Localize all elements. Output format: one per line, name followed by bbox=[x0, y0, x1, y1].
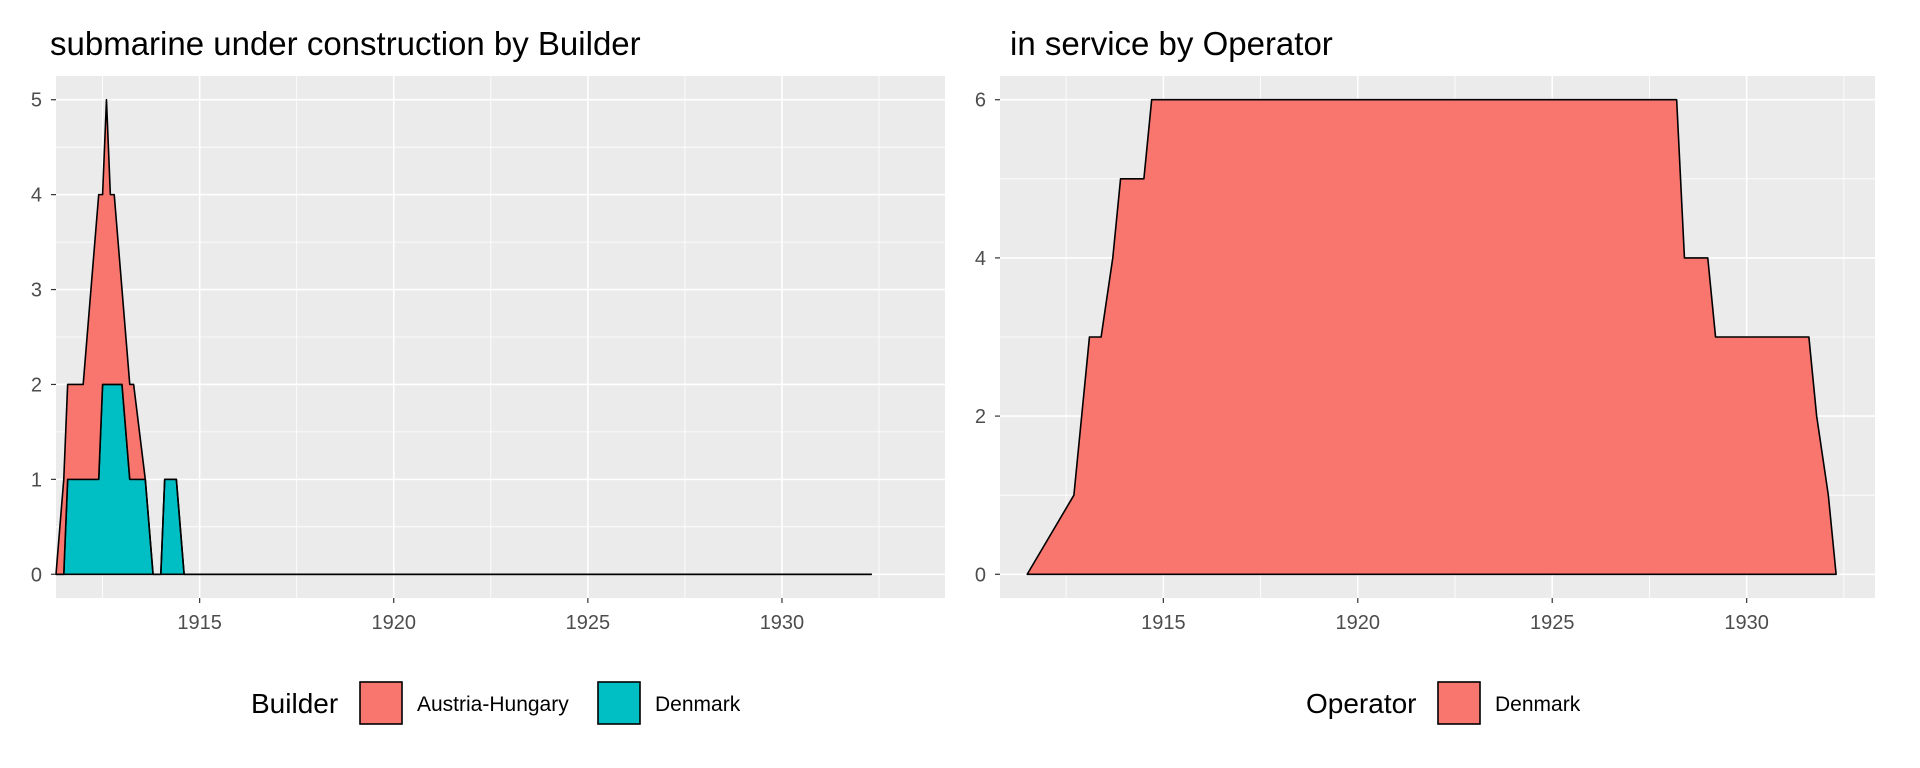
x-tick-label: 1920 bbox=[371, 612, 416, 634]
legend: Builder Austria-Hungary Denmark bbox=[251, 681, 741, 725]
x-tick-label: 1925 bbox=[1530, 612, 1575, 634]
x-tick-label: 1930 bbox=[760, 612, 805, 634]
y-tick-label: 5 bbox=[31, 90, 42, 112]
legend-label: Denmark bbox=[655, 693, 741, 716]
series-areas bbox=[55, 98, 873, 576]
y-tick-label: 2 bbox=[975, 406, 986, 428]
axes: 0 2 4 6 1915 1920 1925 1930 bbox=[975, 90, 1769, 634]
area-denmark bbox=[1026, 98, 1837, 576]
legend-title: Operator bbox=[1306, 688, 1417, 719]
legend-key bbox=[359, 681, 403, 725]
axes: 0 1 2 3 4 5 1915 1920 1925 1930 bbox=[31, 90, 804, 634]
x-tick-label: 1930 bbox=[1724, 612, 1769, 634]
legend-key bbox=[1437, 681, 1481, 725]
series-areas bbox=[1026, 98, 1837, 576]
x-tick-label: 1915 bbox=[1141, 612, 1186, 634]
x-tick-label: 1920 bbox=[1336, 612, 1381, 634]
y-tick-label: 0 bbox=[975, 564, 986, 586]
y-tick-label: 3 bbox=[31, 280, 42, 302]
y-tick-label: 1 bbox=[31, 469, 42, 491]
chart-2: in service by Operator 0 2 4 6 1915 1920 1925 19… bbox=[975, 25, 1875, 725]
chart-title: submarine under construction by Builder bbox=[50, 25, 641, 62]
legend-title: Builder bbox=[251, 688, 338, 719]
legend-label: Denmark bbox=[1495, 693, 1581, 716]
legend-key bbox=[597, 681, 641, 725]
y-tick-label: 6 bbox=[975, 90, 986, 112]
chart-1: submarine under construction by Builder 0… bbox=[31, 25, 945, 725]
y-tick-label: 4 bbox=[31, 185, 42, 207]
y-tick-label: 2 bbox=[31, 374, 42, 396]
y-tick-label: 0 bbox=[31, 564, 42, 586]
chart-title: in service by Operator bbox=[1010, 25, 1333, 62]
area-austria-hungary bbox=[55, 98, 873, 576]
legend-label: Austria-Hungary bbox=[417, 693, 569, 716]
y-tick-label: 4 bbox=[975, 248, 986, 270]
x-tick-label: 1925 bbox=[566, 612, 611, 634]
x-tick-label: 1915 bbox=[177, 612, 222, 634]
legend: Operator Denmark bbox=[1306, 681, 1581, 725]
